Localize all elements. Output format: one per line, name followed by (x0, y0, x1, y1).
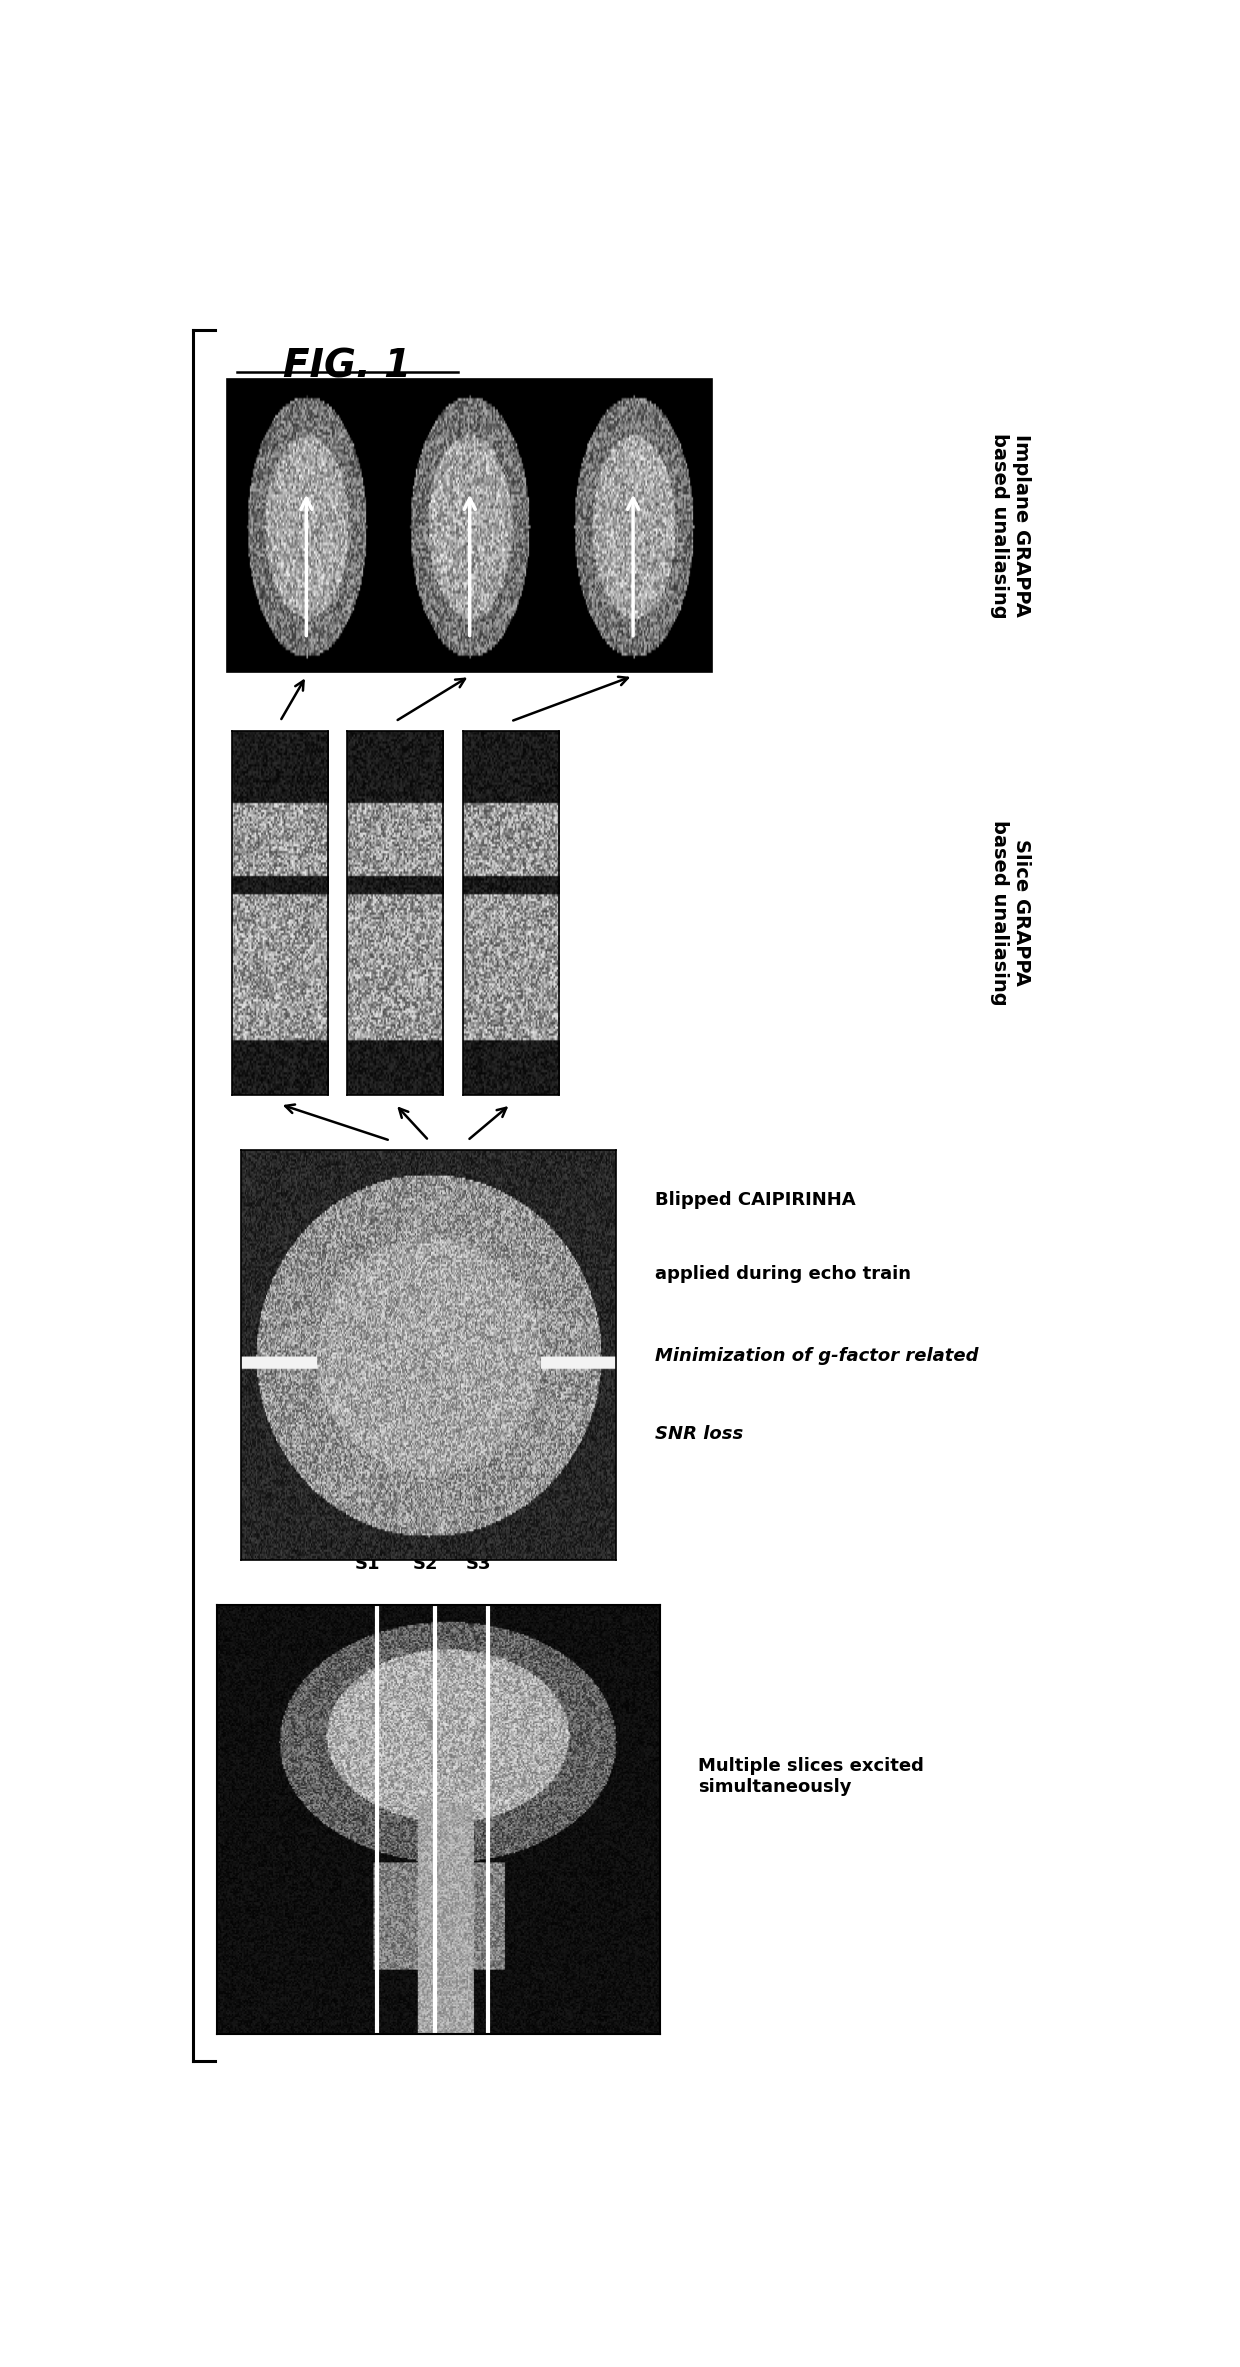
Text: Blipped CAIPIRINHA: Blipped CAIPIRINHA (655, 1191, 856, 1210)
Text: FIG. 1: FIG. 1 (283, 348, 412, 386)
Text: (PRIOR ART): (PRIOR ART) (296, 381, 398, 398)
Text: Implane GRAPPA
based unaliasing: Implane GRAPPA based unaliasing (990, 433, 1030, 618)
Text: applied during echo train: applied during echo train (655, 1264, 910, 1283)
Bar (227, 379, 712, 672)
Text: S2: S2 (413, 1555, 438, 1572)
Text: S1: S1 (355, 1555, 381, 1572)
Text: Minimization of g-factor related: Minimization of g-factor related (655, 1347, 978, 1366)
Text: SNR loss: SNR loss (655, 1425, 743, 1442)
Text: Multiple slices excited
simultaneously: Multiple slices excited simultaneously (698, 1756, 924, 1797)
Text: Slice GRAPPA
based unaliasing: Slice GRAPPA based unaliasing (990, 819, 1030, 1006)
Text: S3: S3 (465, 1555, 491, 1572)
